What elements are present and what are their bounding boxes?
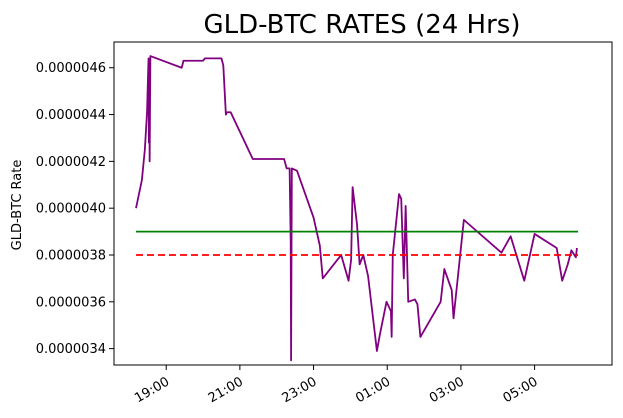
y-axis: 0.0000034 0.0000036 0.0000038 0.0000040 0.00…: [36, 61, 114, 357]
y-axis-label: GLD-BTC Rate: [10, 160, 25, 251]
x-tick-label: 23:00: [280, 374, 320, 406]
y-tick-label: 0.0000036: [36, 295, 106, 310]
series-line-1: [135, 55, 578, 362]
x-tick-label: 19:00: [132, 374, 172, 406]
y-tick-label: 0.0000034: [36, 342, 106, 357]
y-tick-label: 0.0000040: [36, 202, 106, 217]
x-tick-label: 03:00: [427, 374, 467, 406]
x-tick-label: 21:00: [206, 374, 246, 406]
plot-series: [135, 55, 579, 362]
chart-title: GLD-BTC RATES (24 Hrs): [203, 10, 520, 40]
y-tick-label: 0.0000038: [36, 248, 106, 263]
x-axis: 19:00 21:00 23:00 01:00 03:00 05:00: [132, 365, 541, 406]
x-tick-label: 05:00: [501, 374, 541, 406]
x-tick-label: 01:00: [353, 374, 393, 406]
y-tick-label: 0.0000044: [36, 108, 106, 123]
y-tick-label: 0.0000042: [36, 155, 106, 170]
y-tick-label: 0.0000046: [36, 61, 106, 76]
plot-frame: [113, 41, 613, 366]
